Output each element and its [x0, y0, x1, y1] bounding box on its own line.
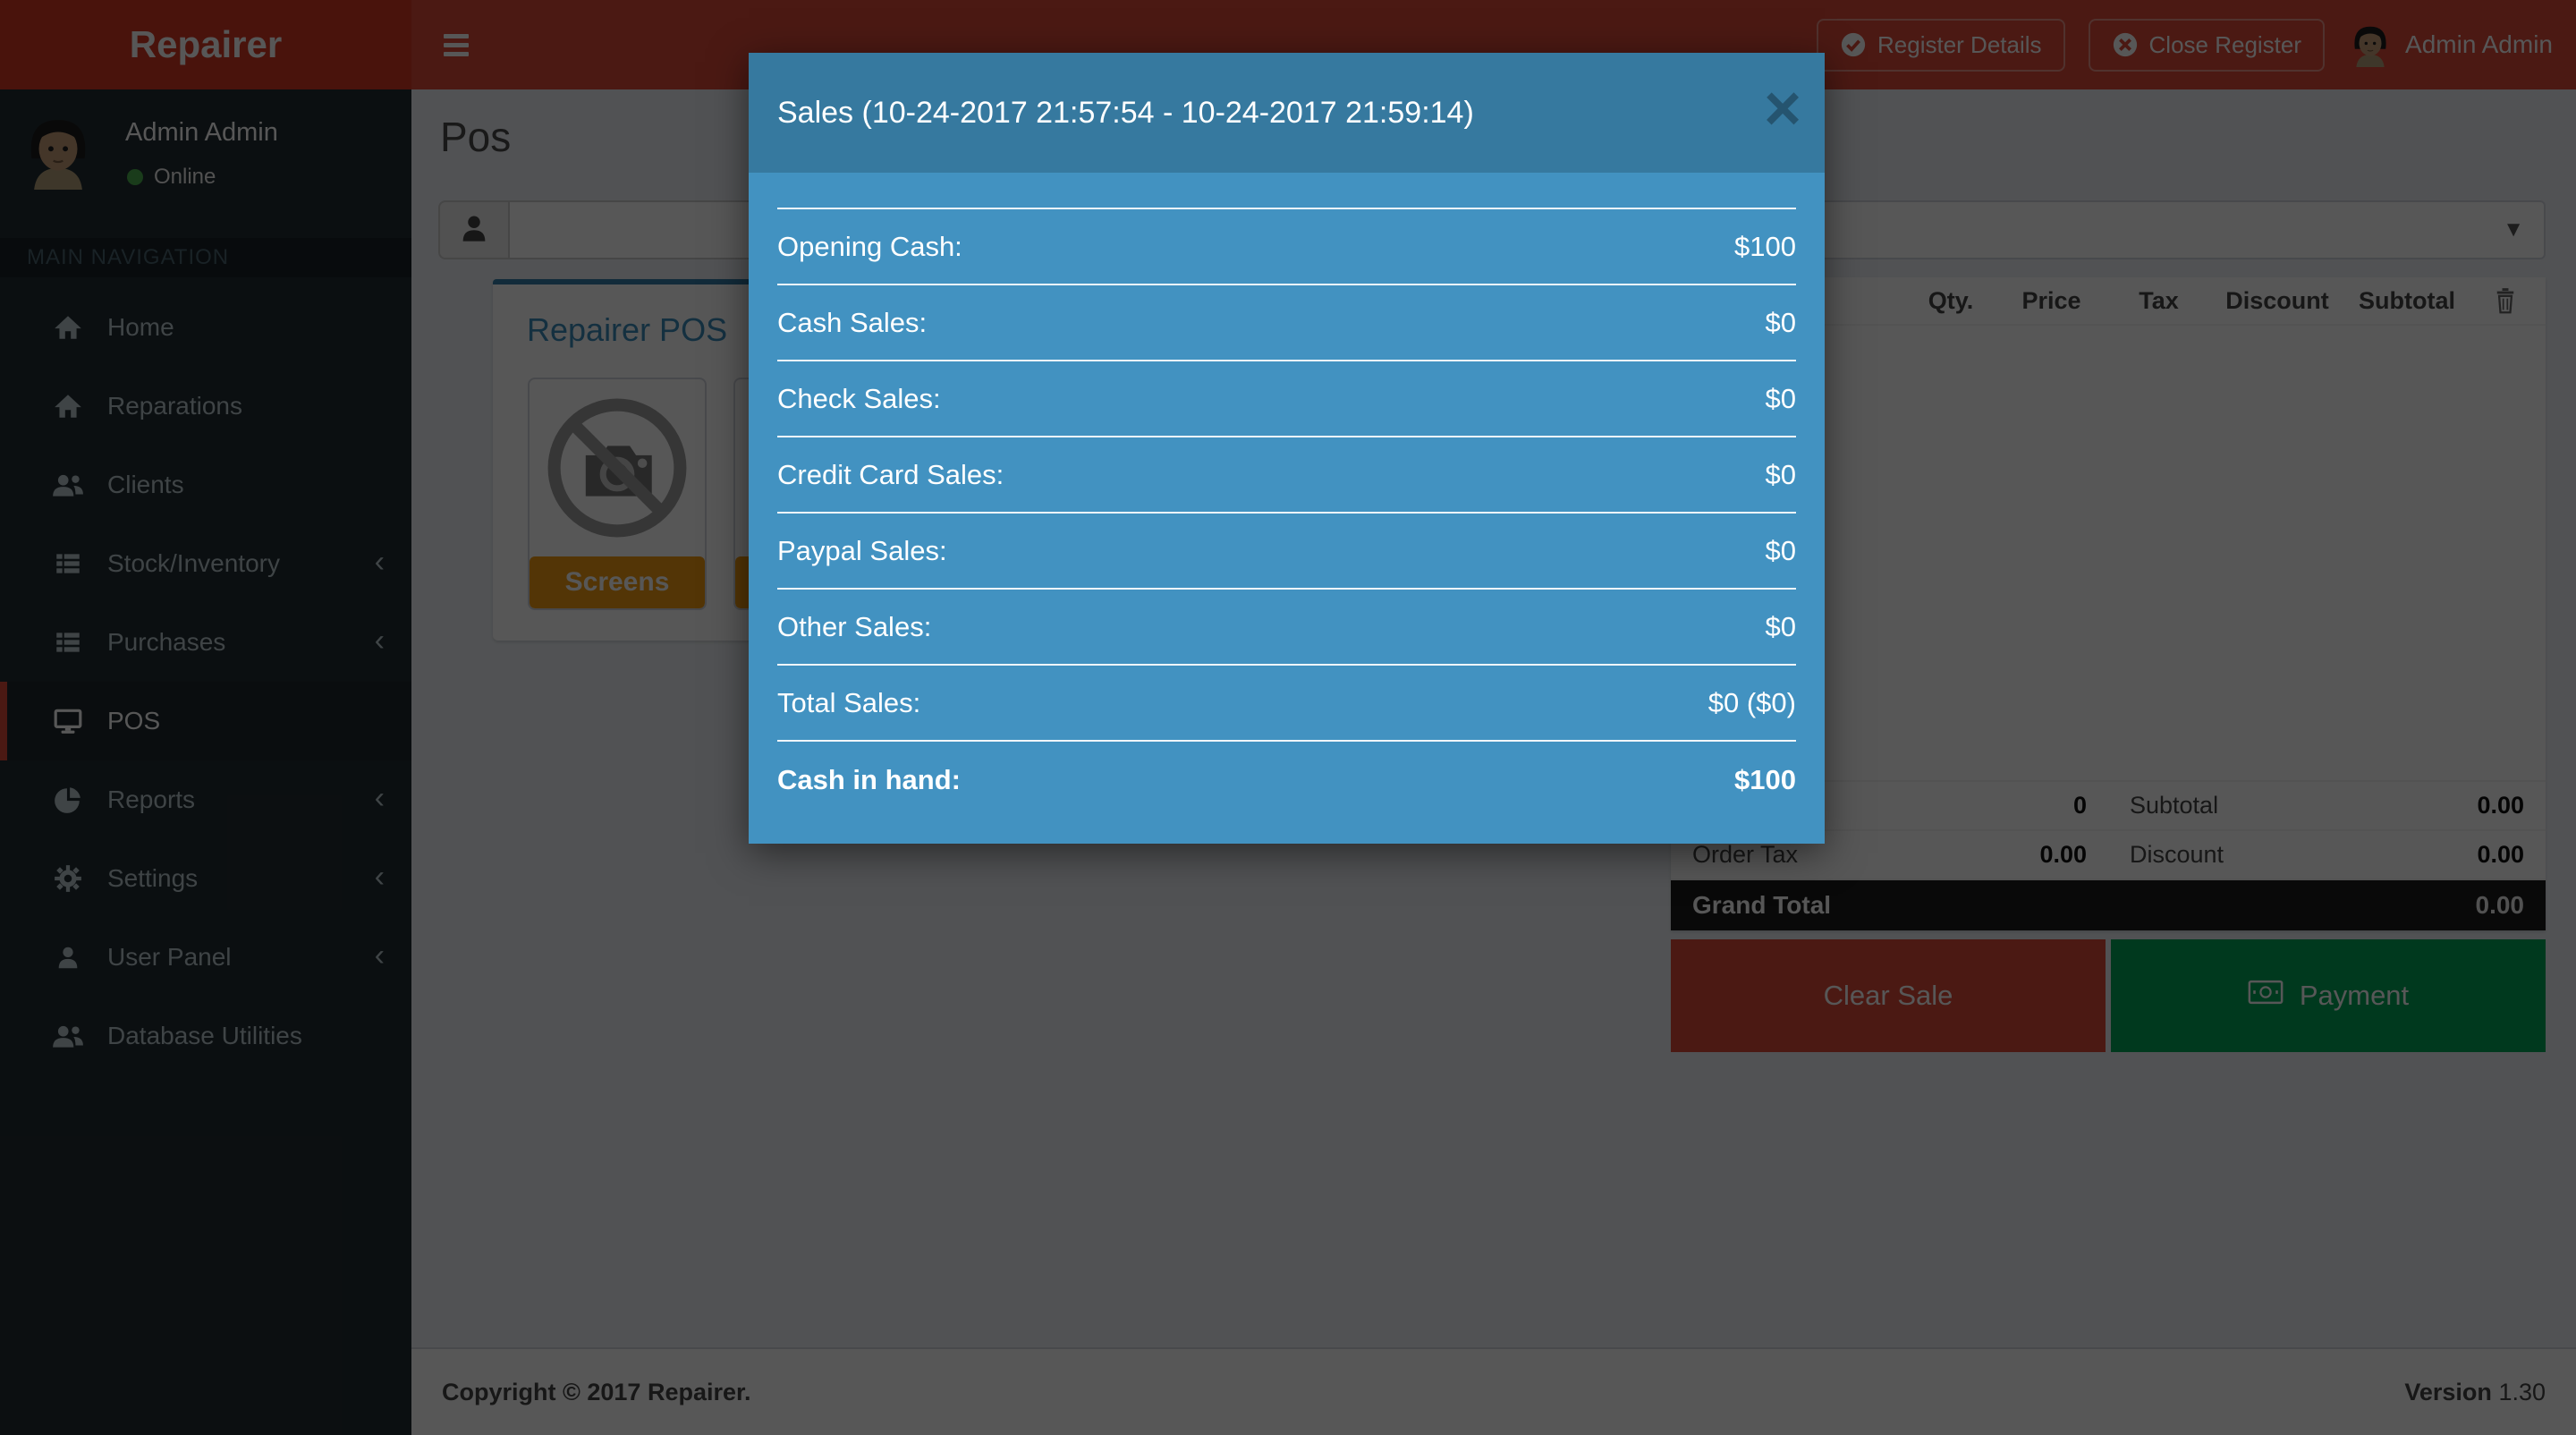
row-label: Paypal Sales:	[777, 534, 947, 566]
table-row: Check Sales: $0	[777, 361, 1796, 437]
row-label: Check Sales:	[777, 382, 941, 414]
row-label: Credit Card Sales:	[777, 458, 1004, 490]
modal-header: Sales (10-24-2017 21:57:54 - 10-24-2017 …	[749, 53, 1825, 173]
row-value: $0	[1765, 610, 1796, 642]
row-value: $100	[1734, 230, 1796, 262]
row-value: $0 ($0)	[1707, 686, 1796, 718]
sales-register-modal: Sales (10-24-2017 21:57:54 - 10-24-2017 …	[749, 53, 1825, 844]
table-row: Credit Card Sales: $0	[777, 437, 1796, 514]
close-icon[interactable]: ×	[1763, 72, 1801, 145]
row-value: $0	[1765, 534, 1796, 566]
row-value: $0	[1765, 306, 1796, 338]
row-label: Opening Cash:	[777, 230, 962, 262]
modal-title: Sales (10-24-2017 21:57:54 - 10-24-2017 …	[777, 95, 1474, 130]
row-label: Cash in hand:	[777, 763, 961, 795]
table-row-cash-in-hand: Cash in hand: $100	[777, 742, 1796, 818]
row-label: Total Sales:	[777, 686, 921, 718]
row-value: $100	[1734, 763, 1796, 795]
row-value: $0	[1765, 458, 1796, 490]
modal-body: Opening Cash: $100 Cash Sales: $0 Check Sa…	[749, 173, 1825, 844]
row-label: Other Sales:	[777, 610, 932, 642]
table-row: Cash Sales: $0	[777, 285, 1796, 361]
sales-summary-table: Opening Cash: $100 Cash Sales: $0 Check Sa…	[777, 208, 1796, 818]
row-label: Cash Sales:	[777, 306, 928, 338]
table-row: Other Sales: $0	[777, 590, 1796, 666]
row-value: $0	[1765, 382, 1796, 414]
table-row: Total Sales: $0 ($0)	[777, 666, 1796, 742]
table-row: Opening Cash: $100	[777, 209, 1796, 285]
table-row: Paypal Sales: $0	[777, 514, 1796, 590]
